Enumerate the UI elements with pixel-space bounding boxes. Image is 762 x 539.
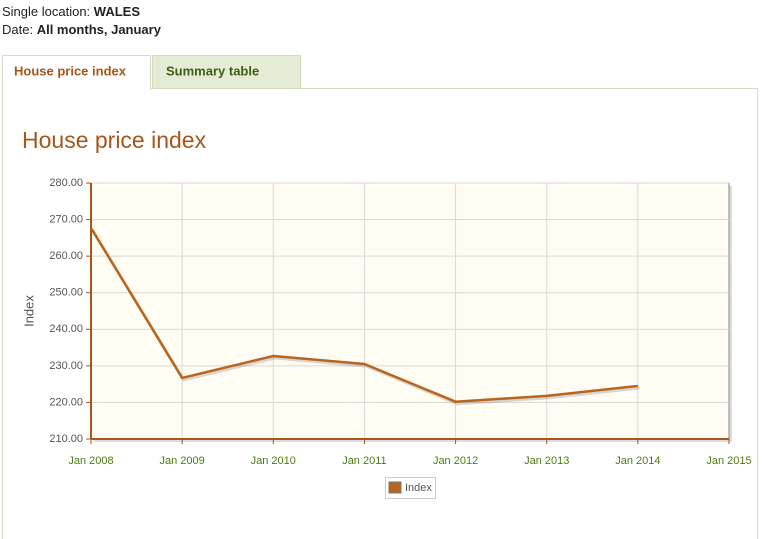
legend-label: Index xyxy=(405,482,432,494)
tab[interactable] xyxy=(152,55,301,89)
label: Date: xyxy=(2,22,33,37)
header-line: Single location: WALES xyxy=(2,4,140,19)
x-tick-label: Jan 2013 xyxy=(524,455,569,467)
chart-title: House price index xyxy=(22,127,207,153)
y-tick-label: 230.00 xyxy=(49,360,83,372)
x-tick-label: Jan 2014 xyxy=(615,455,660,467)
data-line xyxy=(89,227,638,403)
y-tick-label: 280.00 xyxy=(49,177,83,189)
x-tick-label: Jan 2010 xyxy=(251,455,296,467)
label: Single location: xyxy=(2,4,90,19)
tab-label[interactable]: House price index xyxy=(14,63,127,78)
legend-swatch xyxy=(388,481,402,494)
x-tick-label: Jan 2012 xyxy=(433,455,478,467)
x-tick-label: Jan 2015 xyxy=(706,455,751,467)
line-shadow xyxy=(91,229,640,406)
x-tick-label: Jan 2008 xyxy=(68,455,113,467)
y-tick-label: 250.00 xyxy=(49,287,83,299)
y-tick-label: 220.00 xyxy=(49,396,83,408)
value: WALES xyxy=(94,4,141,19)
y-tick-label: 260.00 xyxy=(49,250,83,262)
y-axis-label: Index xyxy=(21,295,36,327)
x-tick-label: Jan 2011 xyxy=(342,455,386,467)
y-tick-label: 270.00 xyxy=(49,213,83,225)
tab-join xyxy=(3,88,150,90)
x-tick-label: Jan 2009 xyxy=(160,455,205,467)
y-tick-label: 210.00 xyxy=(49,433,83,445)
value: All months, January xyxy=(37,22,162,37)
plot-area xyxy=(90,182,730,440)
header-line: Date: All months, January xyxy=(2,22,162,37)
y-tick-label: 240.00 xyxy=(49,323,83,335)
tab-label[interactable]: Summary table xyxy=(166,63,259,78)
